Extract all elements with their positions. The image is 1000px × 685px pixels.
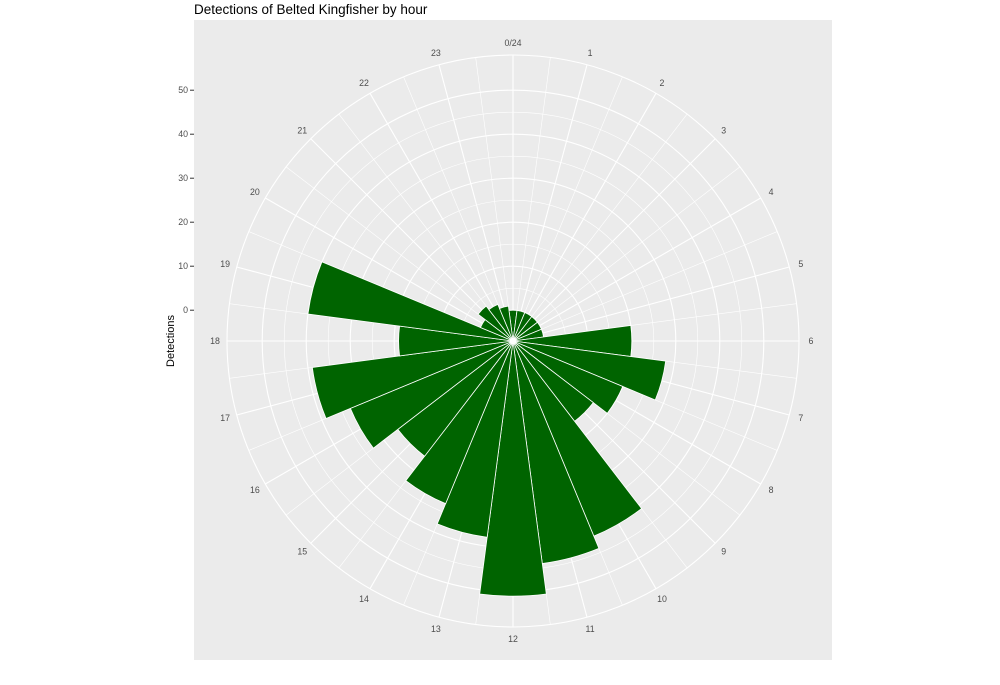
minor-grid-spoke — [338, 113, 514, 342]
hour-label: 7 — [798, 413, 803, 423]
chart-title: Detections of Belted Kingfisher by hour — [194, 2, 428, 17]
y-axis-ticks: 0 10 20 30 40 50 — [178, 85, 194, 315]
hour-label: 2 — [660, 78, 665, 88]
major-grid-spoke — [512, 197, 761, 342]
hour-label: 17 — [220, 413, 230, 423]
hour-labels: 0/24123456789101112131415161718192021222… — [210, 38, 813, 644]
bar-hour-19 — [307, 261, 514, 342]
hour-label: 22 — [359, 78, 369, 88]
minor-grid-spoke — [403, 76, 514, 342]
hour-label: 15 — [297, 547, 307, 557]
bar-hour-23 — [499, 305, 514, 342]
minor-grid-spoke — [512, 57, 551, 342]
y-tick-label: 20 — [178, 217, 188, 227]
minor-grid-spoke — [475, 57, 514, 342]
hour-label: 0/24 — [504, 38, 521, 48]
bar-hour-13 — [436, 340, 514, 538]
hour-label: 23 — [431, 48, 441, 58]
hour-label: 5 — [798, 259, 803, 269]
major-grid-spoke — [265, 197, 514, 342]
hour-label: 6 — [809, 336, 814, 346]
hour-label: 19 — [220, 259, 230, 269]
hour-label: 13 — [431, 624, 441, 634]
bar-hour-17 — [311, 340, 514, 419]
major-grid-spoke — [512, 138, 716, 342]
hour-label: 1 — [588, 48, 593, 58]
hour-label: 14 — [359, 594, 369, 604]
y-tick-label: 30 — [178, 173, 188, 183]
minor-grid-spoke — [512, 76, 623, 342]
major-grid-spoke — [512, 93, 657, 342]
minor-grid-spoke — [512, 113, 688, 342]
major-grid-spoke — [512, 266, 790, 342]
y-tick-label: 0 — [183, 305, 188, 315]
y-tick-label: 50 — [178, 85, 188, 95]
major-grid-spoke — [512, 64, 588, 342]
y-tick-label: 40 — [178, 129, 188, 139]
hour-label: 11 — [586, 624, 595, 634]
hour-label: 20 — [250, 187, 260, 197]
bar-hour-12 — [479, 340, 547, 597]
hour-label: 21 — [297, 125, 307, 135]
major-grid-spoke — [438, 64, 514, 342]
bar-hour-14 — [405, 340, 514, 505]
hour-label: 3 — [721, 125, 726, 135]
minor-grid-spoke — [285, 166, 514, 342]
hour-label: 10 — [657, 594, 667, 604]
hour-label: 12 — [508, 634, 518, 644]
y-tick-label: 10 — [178, 261, 188, 271]
bar-layer — [307, 261, 667, 597]
hour-label: 18 — [210, 336, 220, 346]
major-grid-spoke — [310, 138, 514, 342]
hour-label: 16 — [250, 485, 260, 495]
major-grid-spoke — [369, 93, 514, 342]
hour-label: 4 — [769, 187, 774, 197]
bar-hour-21 — [477, 305, 514, 342]
minor-grid-spoke — [512, 166, 741, 342]
bar-hour-22 — [488, 303, 514, 342]
hour-label: 8 — [769, 485, 774, 495]
minor-grid-spoke — [512, 231, 778, 342]
bar-hour-8 — [512, 340, 624, 414]
hour-label: 9 — [721, 547, 726, 557]
bar-hour-7 — [512, 340, 667, 401]
